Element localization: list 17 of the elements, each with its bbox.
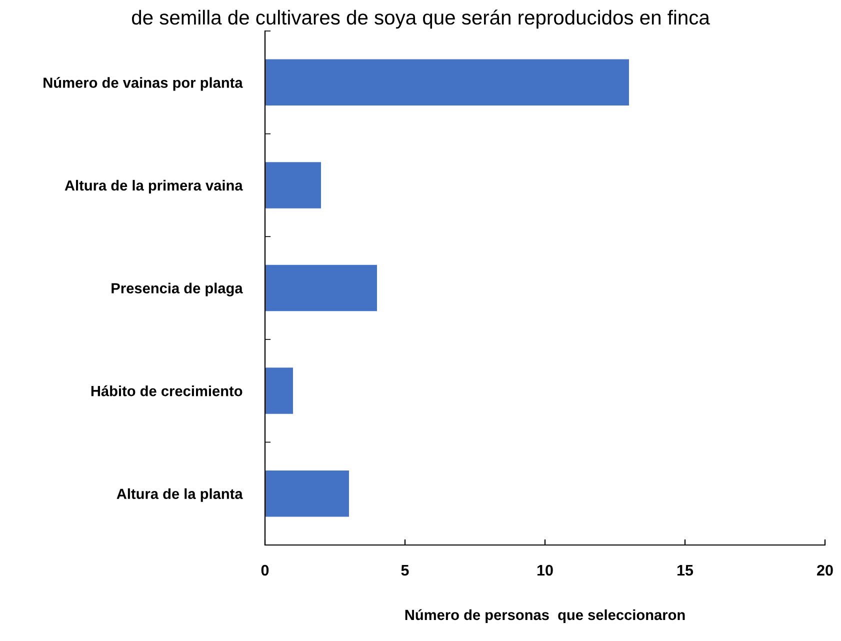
x-axis-title: Número de personas que seleccionaron (405, 609, 685, 623)
x-tick-label: 0 (261, 564, 269, 576)
y-tick-label: Presencia de plaga (112, 282, 243, 296)
bar (265, 59, 629, 106)
x-tick-label: 15 (677, 565, 694, 576)
x-tick-label: 5 (401, 565, 409, 576)
y-tick-label: Número de vainas por planta (44, 77, 243, 91)
bar (265, 264, 377, 312)
y-tick-label: Hábito de crecimiento (91, 385, 242, 396)
bar (265, 470, 349, 517)
bar (265, 162, 321, 208)
chart-title: de semilla de cultivares de soya que serán reproducidos en finca (132, 10, 710, 29)
y-tick-label: Altura de la primera vaina (64, 180, 243, 194)
y-tick-label: Altura de la planta (116, 488, 243, 502)
bar (265, 368, 293, 414)
x-tick-label: 10 (537, 564, 553, 576)
x-tick-label: 20 (817, 564, 833, 576)
